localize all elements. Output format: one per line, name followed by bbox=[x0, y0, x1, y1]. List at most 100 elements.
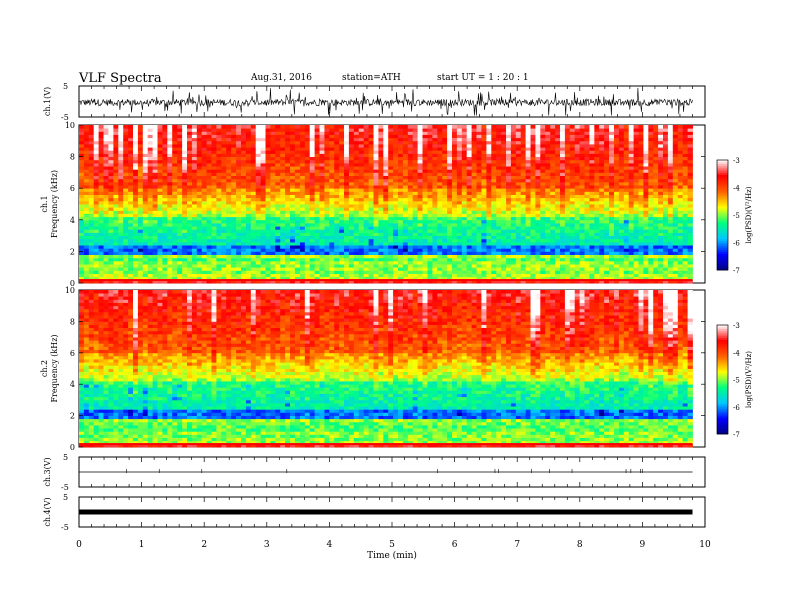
colorbar-cell bbox=[717, 394, 728, 397]
channel-label: ch.2 bbox=[40, 360, 49, 377]
colorbar-cell bbox=[717, 408, 728, 411]
y-tick-label: 0 bbox=[70, 443, 75, 452]
y-tick-label: 10 bbox=[65, 286, 75, 295]
x-tick-label: 8 bbox=[577, 540, 583, 550]
colorbar-cell bbox=[717, 426, 728, 429]
colorbar-cell bbox=[717, 183, 728, 186]
colorbar-frame bbox=[716, 324, 729, 435]
colorbar-cell bbox=[717, 384, 728, 388]
y-axis-label: Frequency (kHz) bbox=[50, 334, 59, 402]
colorbar-cell bbox=[717, 392, 728, 395]
colorbar-cell bbox=[717, 432, 728, 435]
colorbar-cell bbox=[717, 187, 728, 190]
colorbar-cell bbox=[717, 233, 728, 236]
colorbar-cell bbox=[717, 163, 728, 166]
colorbar-cell bbox=[717, 386, 728, 389]
colorbar-cell bbox=[717, 182, 728, 185]
hum-band bbox=[79, 279, 693, 282]
colorbar-cell bbox=[717, 325, 728, 328]
x-tick-label: 1 bbox=[139, 540, 145, 550]
colorbar-cell bbox=[717, 388, 728, 391]
colorbar-cell bbox=[717, 185, 728, 188]
colorbar-cell bbox=[717, 242, 728, 245]
colorbar-cell bbox=[717, 240, 728, 243]
x-tick-label: 5 bbox=[389, 540, 395, 550]
colorbar-cell bbox=[717, 359, 728, 362]
y-tick-label: 2 bbox=[70, 247, 75, 256]
y-tick-label: 6 bbox=[70, 349, 75, 358]
colorbar-cell bbox=[717, 354, 728, 357]
colorbar-cell bbox=[717, 161, 728, 164]
colorbar-cell bbox=[717, 251, 728, 254]
y-tick-label: -5 bbox=[61, 113, 69, 122]
colorbar-cell bbox=[717, 204, 728, 207]
colorbar-cell bbox=[717, 345, 728, 348]
colorbar-cell bbox=[717, 330, 728, 333]
colorbar-cell bbox=[717, 334, 728, 337]
waveform-series bbox=[78, 87, 693, 116]
hum-band bbox=[79, 443, 693, 446]
colorbar-cell bbox=[717, 213, 728, 216]
y-tick-label: 5 bbox=[63, 493, 68, 502]
colorbar-cell bbox=[717, 352, 728, 355]
colorbar-cell bbox=[717, 365, 728, 368]
colorbar-cell bbox=[717, 216, 728, 219]
colorbar-cell bbox=[717, 268, 728, 271]
colorbar-cell bbox=[717, 227, 728, 230]
colorbar-cell bbox=[717, 399, 728, 402]
colorbar-cell bbox=[717, 171, 728, 174]
x-tick-label: 6 bbox=[452, 540, 458, 550]
colorbar-frame bbox=[716, 159, 729, 271]
colorbar-cell bbox=[717, 257, 728, 260]
colorbar-cell bbox=[717, 211, 728, 214]
colorbar-cell bbox=[717, 172, 728, 175]
colorbar-cell bbox=[717, 194, 728, 197]
spectrogram-cells bbox=[79, 125, 693, 284]
colorbar-cell bbox=[717, 326, 728, 329]
colorbar-tick-label: -4 bbox=[733, 349, 740, 357]
colorbar-cell bbox=[717, 176, 728, 179]
start-time-label: start UT = 1 : 20 : 1 bbox=[437, 73, 529, 83]
y-axis-label: ch.1(V) bbox=[43, 87, 52, 116]
colorbar-tick-label: -6 bbox=[733, 240, 740, 248]
colorbar-cell bbox=[717, 414, 728, 417]
colorbar-cell bbox=[717, 180, 728, 183]
colorbar-cell bbox=[717, 196, 728, 199]
colorbar-tick-label: -4 bbox=[733, 185, 740, 193]
colorbar-cell bbox=[717, 368, 728, 371]
colorbar-cell bbox=[717, 401, 728, 404]
colorbar-cell bbox=[717, 404, 728, 408]
colorbar-cell bbox=[717, 202, 728, 205]
colorbar-cell bbox=[717, 266, 728, 269]
colorbar-cell bbox=[717, 332, 728, 335]
colorbar-cell bbox=[717, 366, 728, 369]
colorbar-cell bbox=[717, 377, 728, 380]
colorbar-tick-label: -3 bbox=[733, 322, 740, 330]
colorbar-cell bbox=[717, 200, 728, 203]
colorbar-cell bbox=[717, 379, 728, 382]
colorbar-label: log(PSD)(V²/Hz) bbox=[745, 186, 753, 243]
colorbar-cell bbox=[717, 374, 728, 377]
colorbar-tick-label: -7 bbox=[733, 267, 740, 275]
colorbar-cell bbox=[717, 361, 728, 364]
colorbar-cell bbox=[717, 339, 728, 342]
colorbar-cell bbox=[717, 220, 728, 223]
y-tick-label: 10 bbox=[65, 121, 75, 130]
colorbar-cell bbox=[717, 189, 728, 192]
station-label: station=ATH bbox=[342, 73, 401, 83]
x-tick-label: 7 bbox=[514, 540, 520, 550]
colorbar-cell bbox=[717, 160, 728, 163]
colorbar-cell bbox=[717, 167, 728, 170]
colorbar-cell bbox=[717, 222, 728, 225]
y-tick-label: 8 bbox=[70, 317, 75, 326]
colorbar-cell bbox=[717, 224, 728, 227]
colorbar-cell bbox=[717, 383, 728, 386]
colorbar-cell bbox=[717, 415, 728, 418]
y-tick-label: 5 bbox=[63, 82, 68, 91]
chart-title: VLF Spectra bbox=[79, 71, 162, 86]
colorbar-tick-label: -7 bbox=[733, 431, 740, 439]
colorbar-tick-label: -6 bbox=[733, 404, 740, 412]
y-tick-label: -5 bbox=[61, 483, 69, 492]
y-tick-label: 0 bbox=[70, 279, 75, 288]
colorbar-cell bbox=[717, 328, 728, 331]
